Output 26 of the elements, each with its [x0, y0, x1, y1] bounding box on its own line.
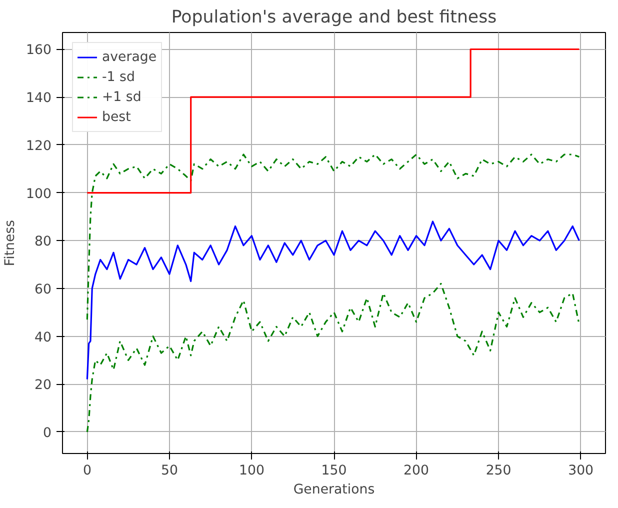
chart-title: Population's average and best fitness: [171, 8, 497, 28]
line-series: [86, 282, 580, 433]
y-tick-label: 160: [26, 43, 52, 58]
y-tick-label: 0: [43, 426, 52, 441]
x-tick-label: 250: [486, 464, 512, 478]
y-tick-label: 20: [34, 378, 52, 394]
line-series: [86, 154, 580, 320]
y-tick-label: 80: [34, 234, 52, 250]
legend-label: best: [102, 110, 131, 124]
y-tick-label: 100: [26, 186, 52, 202]
x-tick-label: 150: [321, 464, 347, 478]
y-tick-label: 60: [34, 282, 52, 298]
x-tick-label: 100: [239, 464, 264, 478]
y-axis-title: Fitness: [3, 220, 18, 266]
legend-label: +1 sd: [102, 90, 142, 104]
x-tick-label: 300: [568, 464, 594, 478]
x-tick-label: 0: [82, 464, 92, 478]
legend-label: average: [102, 50, 157, 64]
y-tick-label: 120: [26, 138, 52, 154]
y-tick-label: 40: [34, 330, 52, 346]
y-tick-label: 140: [26, 91, 52, 106]
x-tick-label: 50: [160, 464, 178, 478]
x-axis-title: Generations: [293, 482, 375, 498]
line-series: [86, 220, 580, 380]
legend-label: -1 sd: [102, 70, 135, 84]
x-tick-label: 200: [404, 464, 430, 478]
